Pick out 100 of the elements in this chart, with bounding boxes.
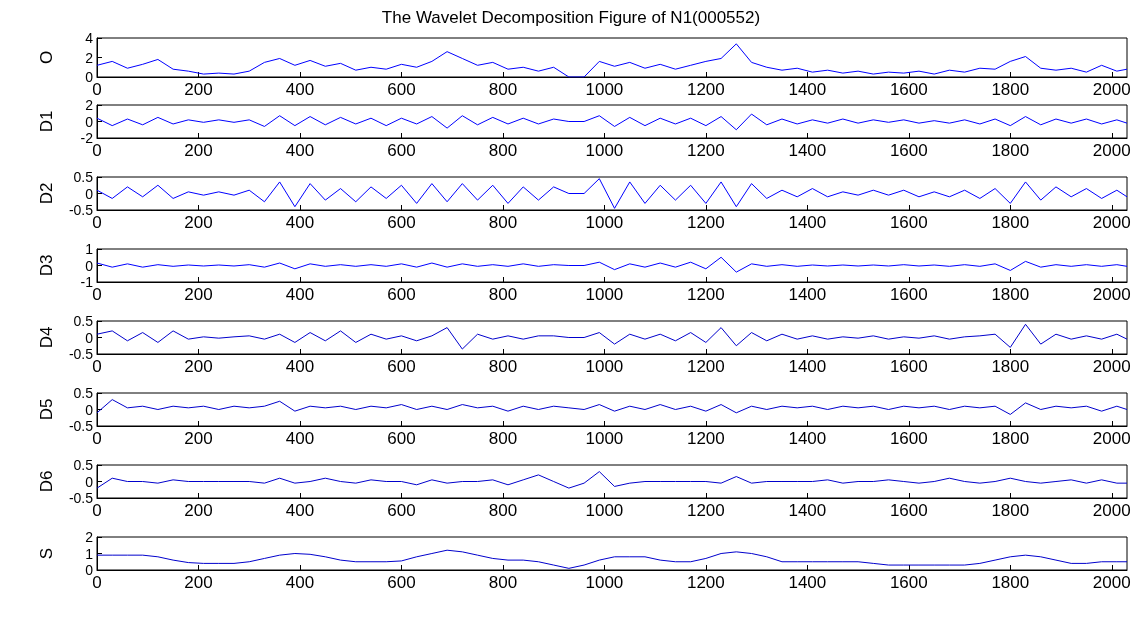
x-tick-label: 800 — [488, 429, 518, 448]
x-tick-label: 600 — [387, 501, 416, 520]
x-tick-label: 1600 — [889, 573, 928, 592]
x-tick-label: 600 — [387, 357, 416, 376]
x-tick-label: 400 — [285, 501, 315, 520]
x-tick-label: 800 — [488, 80, 518, 99]
x-tick-label: 600 — [387, 141, 416, 160]
x-tick-label: 1800 — [991, 285, 1030, 304]
x-tick-label: 1800 — [991, 573, 1030, 592]
x-tick-label: 200 — [184, 429, 213, 448]
x-tick-label: 1200 — [686, 429, 725, 448]
line-series — [96, 256, 1128, 273]
x-tick-label: 1200 — [686, 501, 725, 520]
x-tick-label: 1600 — [889, 141, 928, 160]
x-tick-label: 1600 — [889, 429, 928, 448]
y-tick-label: 1 — [85, 241, 94, 257]
y-axis-title: O — [37, 50, 56, 65]
x-tick-label: 2000 — [1092, 501, 1131, 520]
chart-title: The Wavelet Decomposition Figure of N1(000552) — [381, 8, 761, 27]
line-series — [96, 471, 1128, 489]
x-tick-label: 1400 — [788, 429, 827, 448]
x-tick-label: 400 — [285, 80, 315, 99]
line-series — [96, 399, 1128, 415]
x-tick-label: 200 — [184, 573, 213, 592]
x-tick-label: 1000 — [585, 141, 624, 160]
y-tick-label: 0.5 — [73, 457, 94, 473]
x-tick-label: 1200 — [686, 213, 725, 232]
x-tick-label: 1800 — [991, 501, 1030, 520]
x-tick-label: 1200 — [686, 357, 725, 376]
x-tick-label: 600 — [387, 285, 416, 304]
y-axis-title: D3 — [37, 254, 56, 277]
x-tick-label: 1400 — [788, 357, 827, 376]
x-tick-label: 1400 — [788, 573, 827, 592]
x-tick-label: 800 — [488, 501, 518, 520]
x-tick-label: 600 — [387, 573, 416, 592]
x-tick-label: 1000 — [585, 357, 624, 376]
x-tick-label: 1000 — [585, 573, 624, 592]
x-tick-label: 600 — [387, 80, 416, 99]
y-tick-label: -0.5 — [68, 490, 94, 506]
y-tick-label: 0 — [85, 185, 94, 202]
y-axis-title: D5 — [37, 398, 56, 421]
y-tick-label: 0 — [85, 401, 94, 418]
x-tick-label: 1200 — [686, 141, 725, 160]
y-tick-label: 0.5 — [73, 385, 94, 401]
x-tick-label: 800 — [488, 573, 518, 592]
x-tick-label: 1000 — [585, 501, 624, 520]
line-series — [96, 178, 1128, 209]
y-tick-label: -0.5 — [68, 418, 94, 434]
x-tick-label: 2000 — [1092, 80, 1131, 99]
y-tick-label: -0.5 — [68, 202, 94, 218]
y-tick-label: 0.5 — [73, 169, 94, 185]
y-tick-label: 2 — [85, 97, 94, 113]
x-tick-label: 1400 — [788, 141, 827, 160]
x-tick-label: 1000 — [585, 429, 624, 448]
y-tick-label: 0 — [85, 257, 94, 274]
x-tick-label: 800 — [488, 141, 518, 160]
x-tick-label: 600 — [387, 213, 416, 232]
x-tick-label: 200 — [184, 141, 213, 160]
y-tick-label: 0 — [85, 329, 94, 346]
x-tick-label: 400 — [285, 141, 315, 160]
x-tick-label: 1800 — [991, 80, 1030, 99]
y-tick-label: -1 — [80, 274, 94, 290]
x-tick-label: 1200 — [686, 285, 725, 304]
x-tick-label: 1000 — [585, 285, 624, 304]
x-tick-label: 1400 — [788, 285, 827, 304]
y-tick-label: 0 — [85, 69, 94, 85]
y-tick-label: 0.5 — [73, 313, 94, 329]
x-tick-label: 200 — [184, 80, 213, 99]
x-tick-label: 2000 — [1092, 213, 1131, 232]
x-tick-label: 800 — [488, 357, 518, 376]
x-tick-label: 2000 — [1092, 285, 1131, 304]
x-tick-label: 400 — [285, 285, 315, 304]
x-tick-label: 2000 — [1092, 357, 1131, 376]
x-tick-label: 2000 — [1092, 141, 1131, 160]
x-tick-label: 400 — [285, 429, 315, 448]
line-series — [96, 323, 1128, 350]
y-tick-label: 2 — [85, 49, 94, 66]
y-tick-label: 1 — [85, 545, 94, 562]
y-tick-label: 0 — [85, 113, 94, 130]
y-tick-label: 4 — [85, 30, 94, 46]
line-series — [96, 113, 1128, 131]
y-tick-label: 0 — [85, 473, 94, 490]
x-tick-label: 1800 — [991, 357, 1030, 376]
x-tick-label: 200 — [184, 213, 213, 232]
x-tick-label: 400 — [285, 573, 315, 592]
x-tick-label: 1000 — [585, 213, 624, 232]
y-axis-title: S — [37, 547, 56, 560]
x-tick-label: 1600 — [889, 213, 928, 232]
x-tick-label: 1000 — [585, 80, 624, 99]
x-tick-label: 1600 — [889, 285, 928, 304]
y-axis-title: D6 — [37, 470, 56, 493]
x-tick-label: 1400 — [788, 501, 827, 520]
x-tick-label: 200 — [184, 357, 213, 376]
y-tick-label: 2 — [85, 529, 94, 545]
x-tick-label: 200 — [184, 285, 213, 304]
x-tick-label: 400 — [285, 357, 315, 376]
y-tick-label: 0 — [85, 562, 94, 578]
x-tick-label: 800 — [488, 285, 518, 304]
y-axis-title: D2 — [37, 182, 56, 205]
x-tick-label: 1400 — [788, 213, 827, 232]
